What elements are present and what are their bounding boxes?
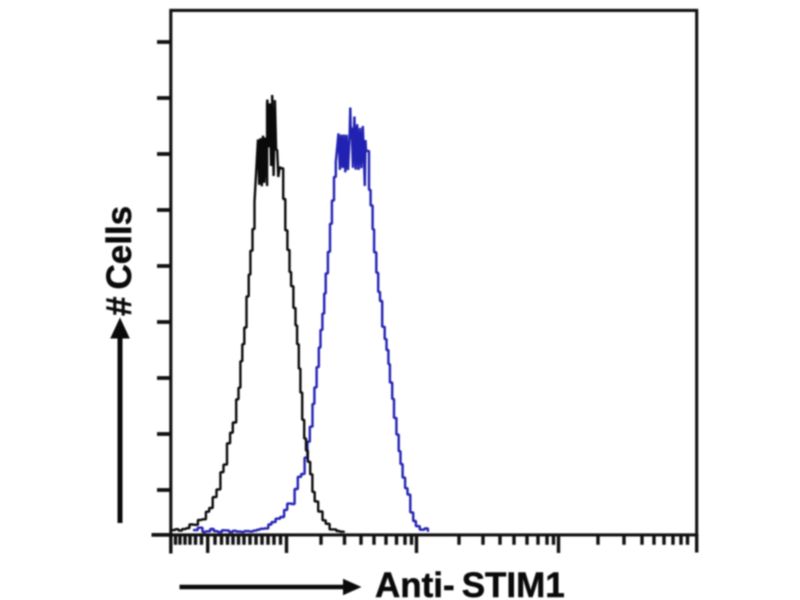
svg-text:# Cells: # Cells — [100, 206, 139, 316]
svg-text:Anti- STIM1: Anti- STIM1 — [375, 566, 565, 600]
